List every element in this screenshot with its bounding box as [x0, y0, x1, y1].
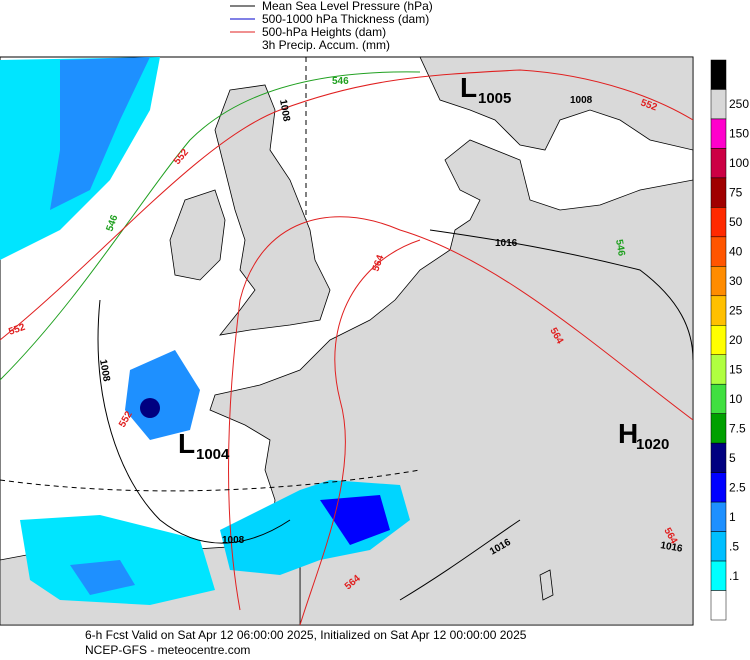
- colorbar-label: 15: [729, 362, 743, 376]
- colorbar-swatch: [710, 442, 727, 473]
- contour-line: [227, 216, 693, 611]
- colorbar-swatch: [710, 59, 727, 90]
- colorbar-label: .5: [729, 539, 739, 553]
- colorbar: 250 150 100 75 50 40 30 25 20 15 10 7.5 5 2.5 1 .5 .1: [710, 59, 749, 621]
- legend-label: 500-1000 hPa Thickness (dam): [262, 12, 429, 26]
- colorbar-swatch: [710, 354, 727, 385]
- colorbar-swatch: [710, 295, 727, 326]
- colorbar-swatch: [710, 148, 727, 179]
- contour-line: [0, 469, 421, 492]
- corsica: [539, 569, 554, 601]
- colorbar-swatch: [710, 207, 727, 238]
- colorbar-swatch: [710, 560, 727, 591]
- precip-area: [140, 398, 160, 418]
- contour-line: [0, 71, 421, 381]
- colorbar-label: 50: [729, 215, 743, 229]
- contour-label: 546: [613, 239, 627, 258]
- colorbar-swatch: [710, 531, 727, 562]
- colorbar-swatch: [710, 383, 727, 414]
- precip-area: [50, 57, 150, 210]
- ireland: [169, 189, 226, 281]
- colorbar-label: .1: [729, 569, 739, 583]
- contour-line: [429, 229, 693, 361]
- contour-line: [299, 239, 421, 625]
- colorbar-swatch: [710, 89, 727, 120]
- colorbar-label: 40: [729, 245, 743, 259]
- colorbar-label: 7.5: [729, 421, 746, 435]
- colorbar-swatch: [710, 501, 727, 532]
- contour-line: [399, 519, 521, 601]
- colorbar-label: 30: [729, 274, 743, 288]
- great-britain: [214, 84, 331, 336]
- pressure-center-value: 1004: [196, 446, 230, 463]
- precip-area: [70, 560, 135, 595]
- precipitation: [0, 57, 410, 605]
- colorbar-label: 75: [729, 186, 743, 200]
- colorbar-swatch: [710, 472, 727, 503]
- pressure-center-symbol: H: [618, 418, 638, 449]
- colorbar-swatch: [710, 177, 727, 208]
- colorbar-swatch: [710, 118, 727, 149]
- precip-area: [125, 350, 200, 440]
- contours: [0, 57, 693, 625]
- colorbar-swatch: [710, 266, 727, 297]
- pressure-center-symbol: L: [460, 72, 477, 103]
- footer-line: 6-h Fcst Valid on Sat Apr 12 06:00:00 20…: [85, 628, 527, 642]
- colorbar-label: 10: [729, 392, 743, 406]
- contour-label: 1008: [277, 99, 292, 123]
- colorbar-label: 25: [729, 304, 743, 318]
- footer-line: NCEP-GFS - meteocentre.com: [85, 643, 250, 655]
- contour-label: 1008: [222, 535, 245, 546]
- legend-label: 500-hPa Heights (dam): [262, 25, 386, 39]
- colorbar-swatch: [710, 236, 727, 267]
- contour-label: 1008: [97, 359, 112, 383]
- colorbar-label: 250: [729, 97, 749, 111]
- colorbar-label: 100: [729, 156, 749, 170]
- legend: Mean Sea Level Pressure (hPa)500-1000 hP…: [230, 0, 433, 52]
- precip-area: [20, 515, 215, 605]
- legend-label: 3h Precip. Accum. (mm): [262, 38, 390, 52]
- contour-line: [97, 299, 291, 544]
- legend-label: Mean Sea Level Pressure (hPa): [262, 0, 433, 13]
- pressure-center-value: 1005: [478, 90, 511, 107]
- pressure-center-symbol: L: [178, 428, 195, 459]
- pressure-center-value: 1020: [636, 436, 669, 453]
- colorbar-swatch: [710, 413, 727, 444]
- scandinavia: [419, 57, 693, 151]
- contour-label: 546: [332, 76, 349, 87]
- colorbar-label: 1: [729, 510, 736, 524]
- colorbar-label: 2.5: [729, 480, 746, 494]
- colorbar-label: 5: [729, 451, 736, 465]
- colorbar-swatch: [710, 325, 727, 355]
- colorbar-label: 20: [729, 333, 743, 347]
- contour-label: 1016: [659, 540, 683, 555]
- precip-area: [320, 495, 390, 545]
- colorbar-swatch: [710, 590, 727, 621]
- contour-label: 1008: [570, 95, 593, 106]
- colorbar-label: 150: [729, 127, 749, 141]
- contour-line: [0, 69, 693, 341]
- contour-label: 1016: [495, 238, 518, 249]
